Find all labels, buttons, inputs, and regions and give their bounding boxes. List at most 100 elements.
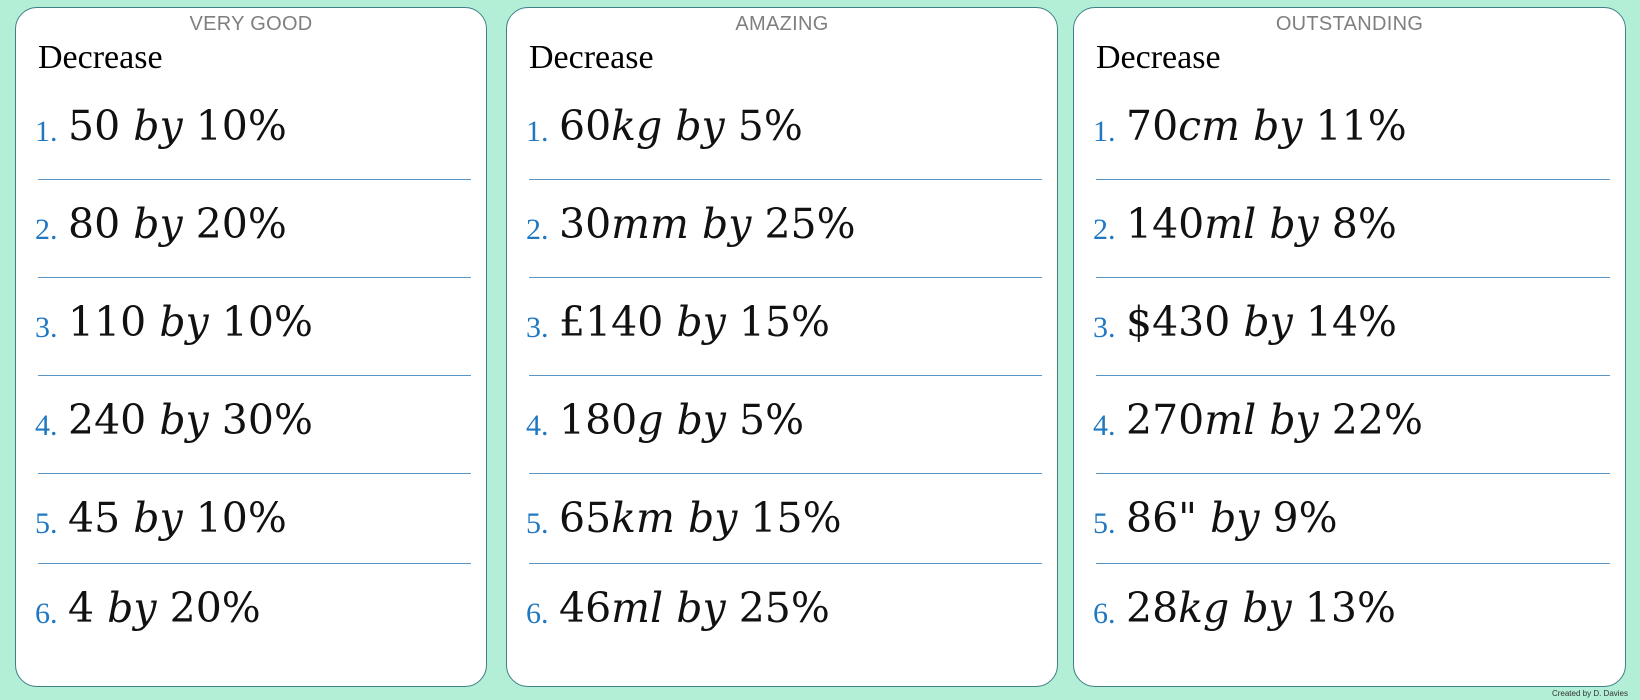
- question-amount: 30: [559, 200, 612, 248]
- question-number: 5.: [35, 507, 58, 540]
- question-item: 4. 240 by 30%: [35, 376, 471, 474]
- question-by-word: by: [159, 298, 209, 346]
- question-amount: 140: [1126, 200, 1205, 248]
- card-very-good: VERY GOOD Decrease 1. 50 by 10% 2. 80 by…: [15, 7, 487, 687]
- question-number: 2.: [1093, 213, 1116, 246]
- question-by-word: by: [1210, 494, 1260, 542]
- question-percent: 10%: [221, 298, 313, 346]
- question-expression: 80 by 20%: [68, 200, 287, 248]
- question-unit: g: [637, 396, 664, 444]
- question-percent: 10%: [195, 494, 287, 542]
- question-number: 4.: [526, 409, 549, 442]
- question-amount: 60: [559, 102, 612, 150]
- question-percent: 15%: [738, 298, 830, 346]
- question-number: 6.: [526, 597, 549, 630]
- question-expression: 45 by 10%: [68, 494, 287, 542]
- question-percent: 5%: [739, 396, 805, 444]
- question-unit: mm: [611, 200, 689, 248]
- question-expression: 28kg by 13%: [1126, 584, 1396, 632]
- question-unit: ml: [1204, 200, 1257, 248]
- question-percent: 11%: [1315, 102, 1407, 150]
- question-expression: 140ml by 8%: [1126, 200, 1397, 248]
- question-amount: 28: [1126, 584, 1179, 632]
- question-item: 6. 28kg by 13%: [1093, 564, 1610, 662]
- author-credit: Created by D. Davies: [1551, 689, 1628, 698]
- question-number: 1.: [35, 115, 58, 148]
- question-item: 5. 65km by 15%: [526, 474, 1042, 564]
- question-amount: $430: [1126, 298, 1231, 346]
- question-percent: 14%: [1305, 298, 1397, 346]
- question-item: 3. £140 by 15%: [526, 278, 1042, 376]
- question-item: 3. $430 by 14%: [1093, 278, 1610, 376]
- question-unit: cm: [1178, 102, 1241, 150]
- question-by-word: by: [701, 200, 752, 248]
- question-percent: 20%: [169, 584, 261, 632]
- question-by-word: by: [676, 584, 726, 632]
- question-amount: 80: [68, 200, 121, 248]
- question-by-word: by: [1243, 298, 1293, 346]
- question-number: 6.: [35, 597, 58, 630]
- question-item: 2. 80 by 20%: [35, 180, 471, 278]
- question-unit: ml: [1204, 396, 1257, 444]
- question-amount: 270: [1126, 396, 1205, 444]
- card-level-label: AMAZING: [735, 13, 829, 35]
- question-expression: 86" by 9%: [1126, 494, 1338, 542]
- question-expression: 270ml by 22%: [1126, 396, 1423, 444]
- card-outstanding: OUTSTANDING Decrease 1. 70cm by 11% 2. 1…: [1073, 7, 1626, 687]
- question-unit: ml: [611, 584, 664, 632]
- question-expression: 70cm by 11%: [1126, 102, 1407, 150]
- question-by-word: by: [133, 200, 183, 248]
- question-percent: 13%: [1304, 584, 1396, 632]
- question-amount: 70: [1126, 102, 1179, 150]
- question-expression: 30mm by 25%: [559, 200, 856, 248]
- question-item: 4. 180g by 5%: [526, 376, 1042, 474]
- question-item: 1. 70cm by 11%: [1093, 82, 1610, 180]
- question-amount: 45: [68, 494, 121, 542]
- question-percent: 15%: [750, 494, 842, 542]
- question-list: 1. 60kg by 5% 2. 30mm by 25% 3. £140 by …: [507, 82, 1057, 662]
- question-amount: 65: [559, 494, 612, 542]
- question-item: 5. 86" by 9%: [1093, 474, 1610, 564]
- question-list: 1. 50 by 10% 2. 80 by 20% 3. 110 by 10% …: [16, 82, 486, 662]
- question-expression: 4 by 20%: [68, 584, 261, 632]
- question-unit: kg: [1178, 584, 1230, 632]
- card-heading: Decrease: [38, 39, 163, 76]
- question-by-word: by: [676, 396, 726, 444]
- question-amount: 4: [68, 584, 95, 632]
- question-number: 5.: [526, 507, 549, 540]
- question-number: 6.: [1093, 597, 1116, 630]
- question-item: 6. 46ml by 25%: [526, 564, 1042, 662]
- question-percent: 5%: [737, 102, 803, 150]
- card-level-label: VERY GOOD: [189, 13, 313, 35]
- question-number: 2.: [35, 213, 58, 246]
- question-amount: 46: [559, 584, 612, 632]
- question-number: 3.: [1093, 311, 1116, 344]
- question-item: 3. 110 by 10%: [35, 278, 471, 376]
- question-item: 4. 270ml by 22%: [1093, 376, 1610, 474]
- question-percent: 25%: [764, 200, 856, 248]
- question-by-word: by: [676, 298, 726, 346]
- question-amount: 50: [68, 102, 121, 150]
- question-expression: 60kg by 5%: [559, 102, 803, 150]
- question-percent: 22%: [1331, 396, 1423, 444]
- question-item: 6. 4 by 20%: [35, 564, 471, 662]
- question-expression: $430 by 14%: [1126, 298, 1397, 346]
- card-heading: Decrease: [529, 39, 654, 76]
- question-percent: 25%: [738, 584, 830, 632]
- question-percent: 20%: [195, 200, 287, 248]
- question-number: 4.: [35, 409, 58, 442]
- question-expression: 65km by 15%: [559, 494, 842, 542]
- card-level-label: OUTSTANDING: [1275, 13, 1424, 35]
- question-by-word: by: [107, 584, 157, 632]
- question-item: 1. 50 by 10%: [35, 82, 471, 180]
- question-percent: 9%: [1272, 494, 1338, 542]
- card-heading: Decrease: [1096, 39, 1221, 76]
- question-by-word: by: [687, 494, 738, 542]
- question-expression: 240 by 30%: [68, 396, 313, 444]
- question-by-word: by: [133, 494, 183, 542]
- question-by-word: by: [675, 102, 725, 150]
- question-number: 2.: [526, 213, 549, 246]
- question-list: 1. 70cm by 11% 2. 140ml by 8% 3. $430 by…: [1074, 82, 1625, 662]
- question-by-word: by: [1253, 102, 1303, 150]
- question-unit: km: [611, 494, 675, 542]
